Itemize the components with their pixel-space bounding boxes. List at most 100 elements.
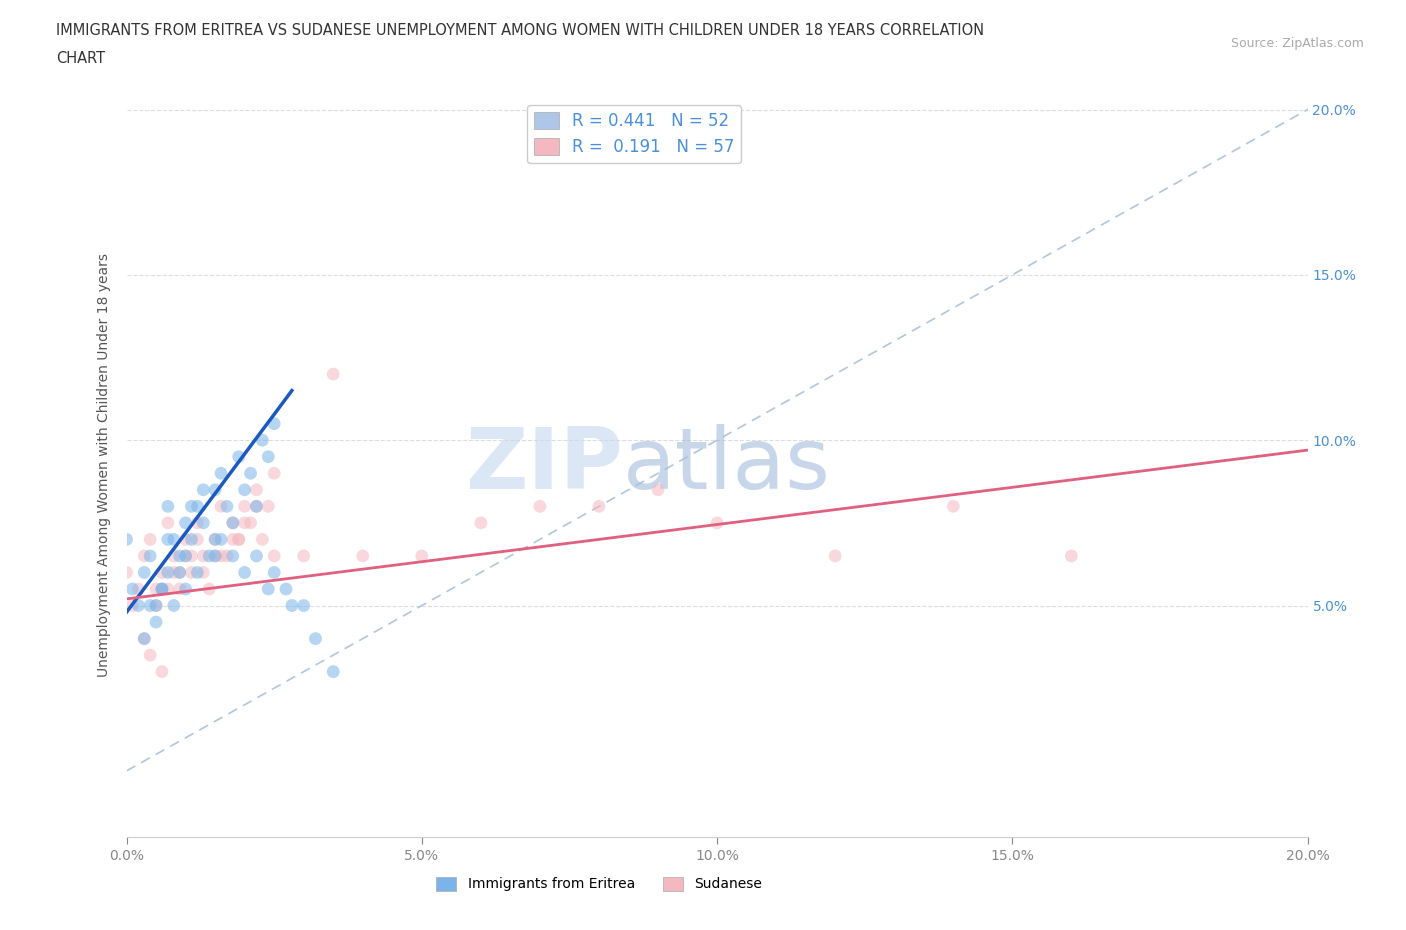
Point xyxy=(209,466,232,481)
Point xyxy=(257,449,280,464)
Point xyxy=(145,581,167,596)
Point xyxy=(263,417,285,432)
Point xyxy=(180,532,202,547)
Point xyxy=(215,549,238,564)
Point xyxy=(145,615,167,630)
Point xyxy=(209,498,232,513)
Text: Source: ZipAtlas.com: Source: ZipAtlas.com xyxy=(1230,37,1364,50)
Point xyxy=(252,432,274,447)
Point xyxy=(139,549,162,564)
Point xyxy=(121,581,143,596)
Point xyxy=(115,532,138,547)
Point xyxy=(824,549,846,564)
Point xyxy=(204,549,226,564)
Point xyxy=(209,549,232,564)
Point xyxy=(233,483,256,498)
Point xyxy=(193,565,215,580)
Point xyxy=(529,498,551,513)
Point xyxy=(222,515,245,530)
Point xyxy=(145,598,167,613)
Point xyxy=(257,581,280,596)
Point xyxy=(174,549,197,564)
Point xyxy=(169,565,191,580)
Point xyxy=(292,598,315,613)
Point xyxy=(139,532,162,547)
Point xyxy=(156,581,179,596)
Point xyxy=(127,598,149,613)
Point xyxy=(134,631,156,646)
Point xyxy=(180,549,202,564)
Point xyxy=(233,565,256,580)
Point xyxy=(156,515,179,530)
Point xyxy=(150,581,173,596)
Point xyxy=(186,565,208,580)
Point xyxy=(245,498,267,513)
Point xyxy=(134,565,156,580)
Point xyxy=(174,515,197,530)
Point xyxy=(186,532,208,547)
Point xyxy=(228,449,250,464)
Point xyxy=(304,631,326,646)
Point xyxy=(174,532,197,547)
Point xyxy=(263,565,285,580)
Point xyxy=(186,498,208,513)
Point xyxy=(274,581,297,596)
Text: IMMIGRANTS FROM ERITREA VS SUDANESE UNEMPLOYMENT AMONG WOMEN WITH CHILDREN UNDER: IMMIGRANTS FROM ERITREA VS SUDANESE UNEM… xyxy=(56,23,984,38)
Text: ZIP: ZIP xyxy=(465,423,623,507)
Point xyxy=(115,565,138,580)
Point xyxy=(239,515,262,530)
Point xyxy=(233,515,256,530)
Point xyxy=(204,532,226,547)
Point xyxy=(139,598,162,613)
Point xyxy=(163,532,186,547)
Point xyxy=(209,532,232,547)
Point xyxy=(163,549,186,564)
Point xyxy=(169,549,191,564)
Point xyxy=(228,532,250,547)
Point xyxy=(156,532,179,547)
Point xyxy=(322,664,344,679)
Point xyxy=(263,466,285,481)
Point xyxy=(706,515,728,530)
Point xyxy=(322,366,344,381)
Point xyxy=(647,483,669,498)
Point xyxy=(193,483,215,498)
Y-axis label: Unemployment Among Women with Children Under 18 years: Unemployment Among Women with Children U… xyxy=(97,253,111,677)
Point xyxy=(198,549,221,564)
Point xyxy=(198,581,221,596)
Point xyxy=(180,498,202,513)
Point xyxy=(121,598,143,613)
Point xyxy=(1060,549,1083,564)
Point xyxy=(245,483,267,498)
Point xyxy=(352,549,374,564)
Point xyxy=(411,549,433,564)
Point xyxy=(156,498,179,513)
Text: CHART: CHART xyxy=(56,51,105,66)
Point xyxy=(222,532,245,547)
Point xyxy=(169,565,191,580)
Point xyxy=(204,549,226,564)
Point xyxy=(263,549,285,564)
Point xyxy=(228,532,250,547)
Point xyxy=(252,532,274,547)
Text: atlas: atlas xyxy=(623,423,831,507)
Point xyxy=(222,549,245,564)
Point xyxy=(233,498,256,513)
Point xyxy=(257,498,280,513)
Point xyxy=(134,631,156,646)
Point xyxy=(292,549,315,564)
Point xyxy=(193,515,215,530)
Point xyxy=(186,515,208,530)
Point xyxy=(156,565,179,580)
Point xyxy=(204,483,226,498)
Point xyxy=(150,664,173,679)
Point xyxy=(245,549,267,564)
Point xyxy=(588,498,610,513)
Point xyxy=(204,532,226,547)
Point xyxy=(150,581,173,596)
Point xyxy=(150,581,173,596)
Point xyxy=(145,598,167,613)
Point xyxy=(281,598,304,613)
Legend: Immigrants from Eritrea, Sudanese: Immigrants from Eritrea, Sudanese xyxy=(430,871,768,897)
Point xyxy=(127,581,149,596)
